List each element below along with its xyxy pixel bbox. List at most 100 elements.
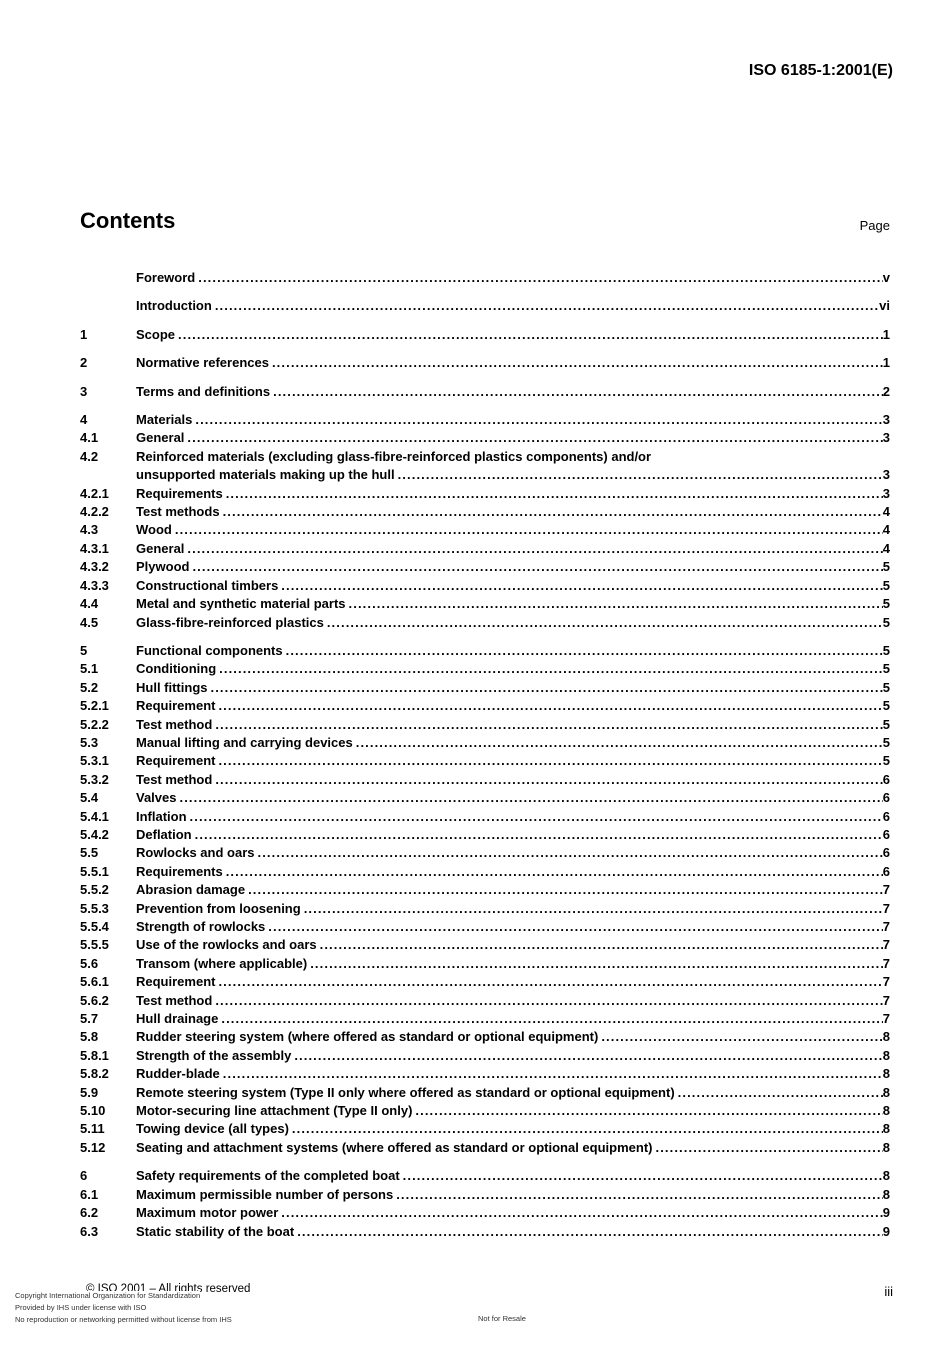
toc-row: 5.3 Manual lifting and carrying devices …: [80, 734, 890, 752]
toc-dot-leader: [598, 1028, 882, 1046]
toc-title: Requirements: [136, 863, 223, 879]
toc-row: 5.10 Motor-securing line attachment (Typ…: [80, 1102, 890, 1120]
toc-title: Requirement: [136, 974, 216, 990]
toc-title: Deflation: [136, 826, 192, 842]
toc-row: 5.6.2 Test method 7: [80, 992, 890, 1010]
toc-page-number: 6: [882, 808, 890, 824]
toc-page-number: 5: [882, 661, 890, 677]
toc-title: Metal and synthetic material parts: [136, 596, 346, 612]
toc-row: 4.3.1 General 4: [80, 540, 890, 558]
toc-row: 4.3.2 Plywood 5: [80, 558, 890, 576]
page-column-label: Page: [859, 218, 890, 233]
toc-row: Foreword v: [80, 269, 890, 287]
toc-row: 5.4.1 Inflation 6: [80, 808, 890, 826]
toc-dot-leader: [212, 992, 882, 1010]
toc-row: 5.11 Towing device (all types) 8: [80, 1120, 890, 1138]
toc-dot-leader: [223, 485, 883, 503]
toc-dot-leader: [675, 1084, 883, 1102]
toc-title: Requirement: [136, 753, 216, 769]
toc-section-number: 4.2.1: [80, 485, 109, 501]
toc-title: Remote steering system (Type II only whe…: [136, 1084, 675, 1100]
toc-title: Requirement: [136, 698, 216, 714]
toc-section-number: 6.3: [80, 1223, 99, 1239]
toc-dot-leader: [189, 558, 882, 576]
toc-title: Maximum motor power: [136, 1205, 279, 1221]
toc-title: Plywood: [136, 559, 190, 575]
toc-section-number: 5.3: [80, 734, 99, 750]
toc-dot-leader: [270, 383, 883, 401]
toc-page-number: 5: [882, 679, 890, 695]
toc-page-number: 5: [882, 753, 890, 769]
toc-dot-leader: [184, 540, 882, 558]
toc-row: 5 Functional components 5: [80, 642, 890, 660]
toc-title: Hull fittings: [136, 679, 208, 695]
contents-heading: Contents: [80, 208, 176, 233]
toc-dot-leader: [215, 752, 882, 770]
toc-dot-leader: [223, 863, 883, 881]
toc-section-number: 4.2: [80, 448, 99, 464]
toc-section-number: 5.3.1: [80, 753, 109, 769]
toc-dot-leader: [254, 844, 882, 862]
toc-row: 4.2.1 Requirements 3: [80, 485, 890, 503]
toc-dot-leader: [215, 697, 882, 715]
toc-section-number: 5.2: [80, 679, 99, 695]
toc-page-number: 3: [882, 430, 890, 446]
toc-page-number: 7: [882, 882, 890, 898]
toc-dot-leader: [278, 1204, 882, 1222]
toc-section-number: 5.5.3: [80, 900, 109, 916]
toc-row: 4.1 General 3: [80, 429, 890, 447]
toc-row: 6.1 Maximum permissible number of person…: [80, 1186, 890, 1204]
toc-section-number: 5.2.1: [80, 698, 109, 714]
toc-section-number: 5.5.2: [80, 882, 109, 898]
toc-page-number: 7: [882, 992, 890, 1008]
toc-page-number: vi: [879, 298, 890, 314]
toc-row: 5.6 Transom (where applicable) 7: [80, 955, 890, 973]
toc-section-number: 6.1: [80, 1186, 99, 1202]
toc-page-number: 5: [882, 596, 890, 612]
toc-title: Prevention from loosening: [136, 900, 301, 916]
toc-title: Test method: [136, 771, 213, 787]
toc-page-number: 6: [882, 863, 890, 879]
toc-title: Conditioning: [136, 661, 217, 677]
toc-row: 5.2.1 Requirement 5: [80, 697, 890, 715]
toc-title: Rudder steering system (where offered as…: [136, 1029, 599, 1045]
toc-row: 4.3 Wood 4: [80, 521, 890, 539]
toc-section-number: 5.3.2: [80, 771, 109, 787]
toc-row: unsupported materials making up the hull…: [80, 466, 890, 484]
toc-title: Valves: [136, 790, 177, 806]
toc-section-number: 5.6: [80, 955, 99, 971]
toc-row: 5.8.1 Strength of the assembly 8: [80, 1047, 890, 1065]
toc-title: Safety requirements of the completed boa…: [136, 1168, 400, 1184]
toc-section-number: 5.4.2: [80, 826, 109, 842]
toc-title: Foreword: [136, 270, 196, 285]
toc-page-number: 9: [882, 1223, 890, 1239]
toc-row: 4 Materials 3: [80, 411, 890, 429]
toc-page-number: 4: [882, 504, 890, 520]
toc-dot-leader: [289, 1120, 883, 1138]
toc-section-number: 4.3: [80, 522, 99, 538]
toc-dot-leader: [192, 411, 882, 429]
toc-dot-leader: [283, 642, 883, 660]
toc-row: 5.8.2 Rudder-blade 8: [80, 1065, 890, 1083]
toc-section-number: 5.6.1: [80, 974, 109, 990]
ihs-stamp-line-1: Copyright International Organization for…: [15, 1291, 201, 1301]
toc-dot-leader: [278, 577, 882, 595]
toc-title: General: [136, 430, 185, 446]
toc-section-number: 4.3.2: [80, 559, 109, 575]
toc-row: 3 Terms and definitions 2: [80, 383, 890, 401]
toc-title: Strength of the assembly: [136, 1047, 292, 1063]
toc-title: unsupported materials making up the hull: [136, 467, 395, 483]
toc-title: Test method: [136, 716, 213, 732]
toc-page-number: 3: [882, 467, 890, 483]
toc-page-number: 6: [882, 771, 890, 787]
toc-dot-leader: [412, 1102, 882, 1120]
toc-row: 5.5.5 Use of the rowlocks and oars 7: [80, 936, 890, 954]
toc-section-number: 5.5.5: [80, 937, 109, 953]
toc-section-number: 5.11: [80, 1121, 105, 1137]
toc-dot-leader: [212, 297, 879, 315]
toc-title: Functional components: [136, 642, 283, 658]
toc-dot-leader: [301, 900, 883, 918]
toc-title: Rudder-blade: [136, 1066, 220, 1082]
toc-row: 5.12 Seating and attachment systems (whe…: [80, 1139, 890, 1157]
toc-page-number: 7: [882, 919, 890, 934]
